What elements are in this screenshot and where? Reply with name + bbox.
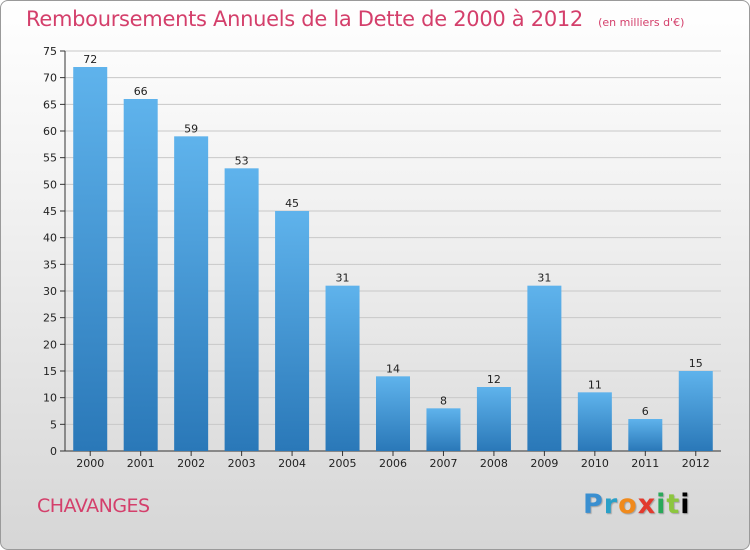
bar bbox=[678, 371, 713, 451]
y-tick-label: 55 bbox=[43, 152, 57, 165]
x-tick-label: 2010 bbox=[581, 457, 609, 470]
x-tick-label: 2007 bbox=[429, 457, 457, 470]
bar bbox=[275, 211, 310, 451]
logo-letter: P bbox=[583, 489, 604, 520]
y-tick-label: 60 bbox=[43, 125, 57, 138]
y-tick-label: 70 bbox=[43, 72, 57, 85]
bar-value-label: 72 bbox=[83, 53, 97, 66]
y-tick-label: 35 bbox=[43, 258, 57, 271]
bar bbox=[376, 376, 410, 451]
bar-value-label: 11 bbox=[588, 378, 602, 391]
y-tick-label: 10 bbox=[43, 392, 57, 405]
bar-value-label: 45 bbox=[285, 197, 299, 210]
bar-value-label: 53 bbox=[235, 154, 249, 167]
x-tick-label: 2008 bbox=[480, 457, 508, 470]
bar bbox=[325, 285, 360, 451]
x-tick-label: 2012 bbox=[682, 457, 710, 470]
chart-title-unit: (en milliers d'€) bbox=[598, 16, 685, 29]
bar-value-label: 14 bbox=[386, 362, 400, 375]
y-tick-label: 50 bbox=[43, 178, 57, 191]
logo-letter: o bbox=[618, 489, 638, 520]
x-tick-label: 2000 bbox=[76, 457, 104, 470]
y-tick-label: 0 bbox=[50, 445, 57, 458]
logo-letter: i bbox=[656, 489, 667, 520]
bar bbox=[628, 419, 663, 451]
y-tick-label: 65 bbox=[43, 98, 57, 111]
logo-letter: x bbox=[637, 489, 657, 520]
bar bbox=[426, 408, 461, 451]
x-tick-label: 2009 bbox=[530, 457, 558, 470]
x-tick-label: 2004 bbox=[278, 457, 306, 470]
bar-value-label: 6 bbox=[642, 405, 649, 418]
bar-value-label: 8 bbox=[440, 394, 447, 407]
bar-value-label: 12 bbox=[487, 373, 501, 386]
y-tick-label: 20 bbox=[43, 338, 57, 351]
bar-value-label: 59 bbox=[184, 122, 198, 135]
bar bbox=[527, 285, 562, 451]
x-tick-label: 2006 bbox=[379, 457, 407, 470]
y-tick-label: 45 bbox=[43, 205, 57, 218]
bar-value-label: 15 bbox=[689, 357, 703, 370]
x-tick-label: 2002 bbox=[177, 457, 205, 470]
bar-value-label: 31 bbox=[336, 272, 350, 285]
y-tick-label: 15 bbox=[43, 365, 57, 378]
x-tick-label: 2005 bbox=[329, 457, 357, 470]
proxiti-logo: Proxiti bbox=[583, 489, 691, 520]
logo-letter: i bbox=[680, 489, 691, 520]
bar bbox=[476, 387, 511, 451]
x-tick-label: 2001 bbox=[127, 457, 155, 470]
chart-title-main: Remboursements Annuels de la Dette de 20… bbox=[26, 7, 583, 31]
bar-value-label: 31 bbox=[537, 272, 551, 285]
logo-letter: t bbox=[666, 489, 681, 520]
bar-value-label: 66 bbox=[134, 85, 148, 98]
y-tick-label: 40 bbox=[43, 232, 57, 245]
x-tick-label: 2011 bbox=[631, 457, 659, 470]
commune-name: CHAVANGES bbox=[37, 495, 150, 517]
x-tick-label: 2003 bbox=[228, 457, 256, 470]
bar bbox=[73, 67, 108, 451]
y-tick-label: 30 bbox=[43, 285, 57, 298]
bar bbox=[174, 136, 209, 452]
bar bbox=[123, 99, 158, 451]
y-tick-label: 5 bbox=[50, 418, 57, 431]
bar bbox=[577, 392, 612, 451]
chart-title: Remboursements Annuels de la Dette de 20… bbox=[26, 7, 684, 31]
logo-letter: r bbox=[603, 489, 619, 520]
y-tick-label: 75 bbox=[43, 45, 57, 58]
y-tick-label: 25 bbox=[43, 312, 57, 325]
bar bbox=[224, 168, 259, 452]
